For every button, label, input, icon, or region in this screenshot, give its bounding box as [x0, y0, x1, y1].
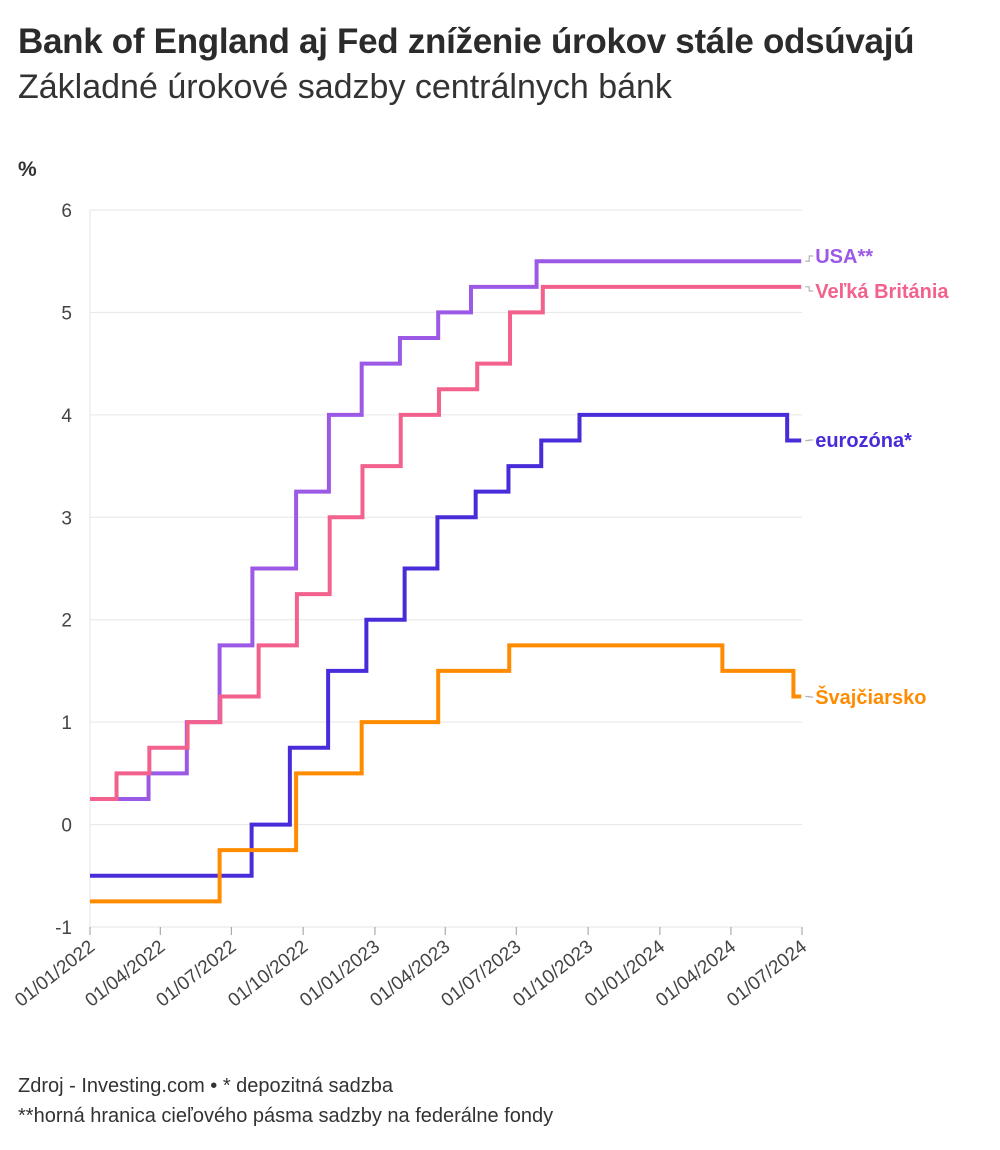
x-tick-label: 01/07/2024: [723, 936, 811, 1011]
y-axis-unit-label: %: [18, 158, 37, 181]
series-end-label: USA**: [815, 246, 873, 268]
footnote: **horná hranica cieľového pásma sadzby n…: [18, 1105, 554, 1127]
y-tick-label: 5: [61, 303, 72, 324]
series-line: [90, 284, 802, 801]
series-line: [90, 643, 802, 904]
series-line: [90, 412, 802, 878]
series-line: [90, 259, 802, 801]
y-tick-label: 2: [61, 611, 72, 632]
series-labels: USA** Veľká Británia eurozóna* Švajčiarsko: [805, 246, 949, 709]
y-tick-label: -1: [55, 918, 72, 939]
x-tick-label: 01/07/2023: [437, 936, 525, 1011]
series-end-label: Veľká Británia: [815, 281, 949, 303]
y-axis-ticks: -1 0 1 2 3 4 5 6: [55, 201, 72, 939]
series-lines: [90, 259, 802, 904]
series-end-label: eurozóna*: [815, 430, 912, 452]
y-tick-label: 3: [61, 508, 72, 529]
y-tick-label: 1: [61, 713, 72, 734]
chart-title: Bank of England aj Fed zníženie úrokov s…: [18, 22, 915, 61]
y-tick-label: 0: [61, 816, 72, 837]
x-tick-label: 01/07/2022: [153, 936, 241, 1011]
x-tick-label: 01/10/2022: [224, 936, 312, 1011]
rate-chart: -1 0 1 2 3 4 5 6 01/01/202201/04/202201/07/2022…: [11, 201, 949, 1011]
label-connector: [805, 255, 814, 262]
x-axis-ticks: 01/01/202201/04/202201/07/202201/10/2022…: [11, 927, 811, 1011]
series-end-label: Švajčiarsko: [815, 685, 926, 709]
y-tick-label: 6: [61, 201, 72, 222]
source-note: Zdroj - Investing.com • * depozitná sadz…: [18, 1075, 393, 1097]
y-tick-label: 4: [61, 406, 72, 427]
grid-lines: [89, 209, 802, 928]
x-tick-label: 01/10/2023: [509, 936, 597, 1011]
chart-subtitle: Základné úrokové sadzby centrálnych bánk: [18, 68, 672, 106]
label-connector: [805, 286, 814, 292]
